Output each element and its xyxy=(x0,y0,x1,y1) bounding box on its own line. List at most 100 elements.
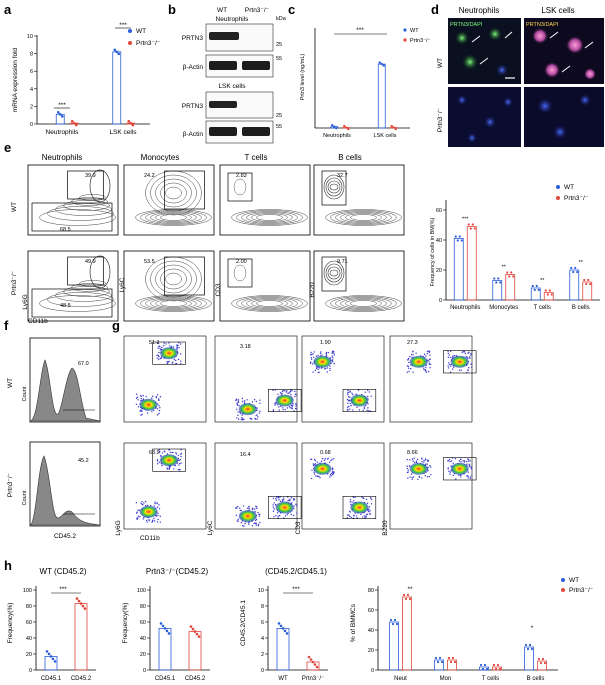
panel-c-ylabel: Prtn3 level (ng/mL) xyxy=(300,54,306,101)
panel-g-dot xyxy=(354,512,356,514)
panel-g-dot xyxy=(357,389,360,391)
panel-a-ytick-tick-label: 6 xyxy=(30,69,33,75)
panel-g-dot xyxy=(159,515,162,518)
panel-g-dot xyxy=(426,463,429,465)
panel-g-dot xyxy=(159,345,161,348)
panel-e-contour xyxy=(323,260,345,286)
panel-e-contour xyxy=(39,209,116,226)
panel-a-legend-ko: Prtn3⁻/⁻ xyxy=(136,40,161,47)
panel-g-dot xyxy=(468,463,470,465)
panel-g-dot xyxy=(451,368,454,370)
panel-g-dot xyxy=(292,514,295,517)
panel-g-dot xyxy=(325,352,328,354)
panel-g-dot xyxy=(248,523,250,526)
panel-d-microscopy: Neutrophils LSK cells WT Prtn3⁻/⁻ PRTN3/… xyxy=(437,6,604,147)
panel-h-legend-ko: Prtn3⁻/⁻ xyxy=(569,587,594,594)
panel-g-dot xyxy=(366,409,368,412)
panel-g-dot xyxy=(156,521,159,523)
panel-b-col-ko: Prtn3⁻/⁻ xyxy=(245,7,270,14)
panel-g-dot xyxy=(408,370,410,373)
panel-g-dot xyxy=(158,412,160,415)
panel-g-dot xyxy=(467,475,469,478)
panel-h-p3-ytick-tick-label: 4 xyxy=(261,636,264,642)
panel-e-contour xyxy=(55,289,112,302)
panel-a-point xyxy=(127,119,131,123)
panel-e-col-neut: Neutrophils xyxy=(42,153,82,162)
panel-g-dot xyxy=(415,352,417,354)
panel-g-dot xyxy=(169,451,171,453)
panel-e-contour xyxy=(251,213,288,222)
panel-g-dot xyxy=(407,477,409,479)
panel-g-dot xyxy=(140,397,142,400)
panel-h-p4-point xyxy=(406,593,410,597)
panel-g-dot xyxy=(273,516,275,518)
panel-d-col1: Neutrophils xyxy=(459,6,499,15)
panel-g-dot xyxy=(428,476,431,478)
panel-h-p4-point xyxy=(481,667,485,671)
panel-g-dot xyxy=(411,476,413,479)
panel-h-p4-point xyxy=(451,656,455,660)
panel-f-xlabel: CD45.2 xyxy=(54,533,76,540)
panel-g-dot xyxy=(332,351,334,353)
panel-g-dot xyxy=(361,496,363,498)
panel-g-xlabel: CD11b xyxy=(140,535,160,542)
panel-g-dot xyxy=(364,391,367,393)
panel-g-dot xyxy=(468,367,470,369)
panel-g-dot xyxy=(411,458,414,460)
panel-g-dot xyxy=(331,468,334,471)
panel-g-dot xyxy=(319,352,322,354)
panel-g-dot xyxy=(317,354,319,357)
panel-f-row-wt: WT xyxy=(7,378,14,388)
panel-a-point xyxy=(115,50,119,54)
panel-g-dot xyxy=(295,405,297,407)
panel-g-dot xyxy=(237,505,239,508)
panel-h-p3-ytick-tick-label: 8 xyxy=(261,604,264,610)
panel-g-dot xyxy=(254,519,257,522)
panel-g-dot xyxy=(458,474,460,476)
panel-label-f: f xyxy=(4,318,9,333)
panel-d-stain2: PRTN3/DAPI xyxy=(526,22,559,28)
panel-c-bars xyxy=(330,61,398,131)
panel-g-dot xyxy=(423,353,426,356)
panel-h-p3-ytick-tick-label: 0 xyxy=(261,668,264,674)
panel-e-bar-point xyxy=(471,223,474,226)
panel-h-p4-xtick: Mon xyxy=(440,676,452,682)
panel-g-dot xyxy=(246,399,248,401)
panel-c-legend-ko-marker xyxy=(403,38,407,42)
panel-g-dot xyxy=(286,513,288,516)
panel-h-p4-ytick-tick-label: 40 xyxy=(368,628,374,634)
panel-e-bar-point xyxy=(460,239,463,242)
panel-e-gate xyxy=(31,202,113,232)
panel-a-point xyxy=(72,121,76,125)
panel-h-p1-bar xyxy=(44,656,58,671)
panel-e-gate xyxy=(67,256,104,286)
panel-g-dot xyxy=(286,390,288,392)
panel-g-dot xyxy=(274,404,276,406)
panel-b-kda: kDa xyxy=(276,16,287,22)
panel-g-dot xyxy=(310,458,312,460)
panel-g-density xyxy=(139,505,158,518)
panel-h-p3-point xyxy=(285,632,289,635)
panel-g-dot xyxy=(352,514,355,517)
panel-e-bar-point xyxy=(456,239,459,242)
panel-g-dot xyxy=(237,400,239,402)
panel-g-dot xyxy=(312,463,314,465)
panel-e-bar-point xyxy=(495,281,498,284)
panel-g-dot xyxy=(346,517,349,519)
panel-a-bar xyxy=(112,51,122,125)
panel-e-bar-point xyxy=(548,289,551,292)
panel-g-dot xyxy=(275,497,277,500)
panel-e-bar xyxy=(569,269,580,301)
panel-g-dot xyxy=(243,400,246,402)
panel-g-dot xyxy=(415,460,418,462)
panel-g-dot xyxy=(330,459,332,462)
panel-g-dot xyxy=(159,347,161,350)
panel-g-dot xyxy=(259,410,261,412)
panel-a-point xyxy=(113,48,117,52)
panel-g-dot xyxy=(461,351,464,354)
panel-e-bar-point xyxy=(583,278,586,282)
panel-e-bar-legend-ko: Prtn3⁻/⁻ xyxy=(564,195,589,202)
panel-g-dot xyxy=(460,476,462,478)
panel-h-p4-point xyxy=(537,657,541,661)
panel-h-p2-ytick-tick-label: 20 xyxy=(140,652,146,658)
